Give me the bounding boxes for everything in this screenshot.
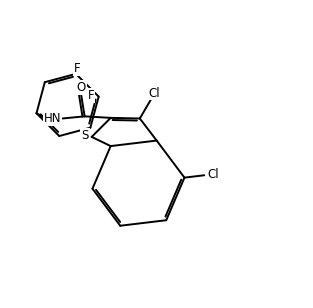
Text: Cl: Cl <box>207 168 218 181</box>
Text: O: O <box>76 81 85 94</box>
Text: F: F <box>74 62 81 75</box>
Text: F: F <box>88 89 94 102</box>
Text: HN: HN <box>44 112 61 125</box>
Text: Cl: Cl <box>148 87 160 99</box>
Text: S: S <box>81 129 89 142</box>
